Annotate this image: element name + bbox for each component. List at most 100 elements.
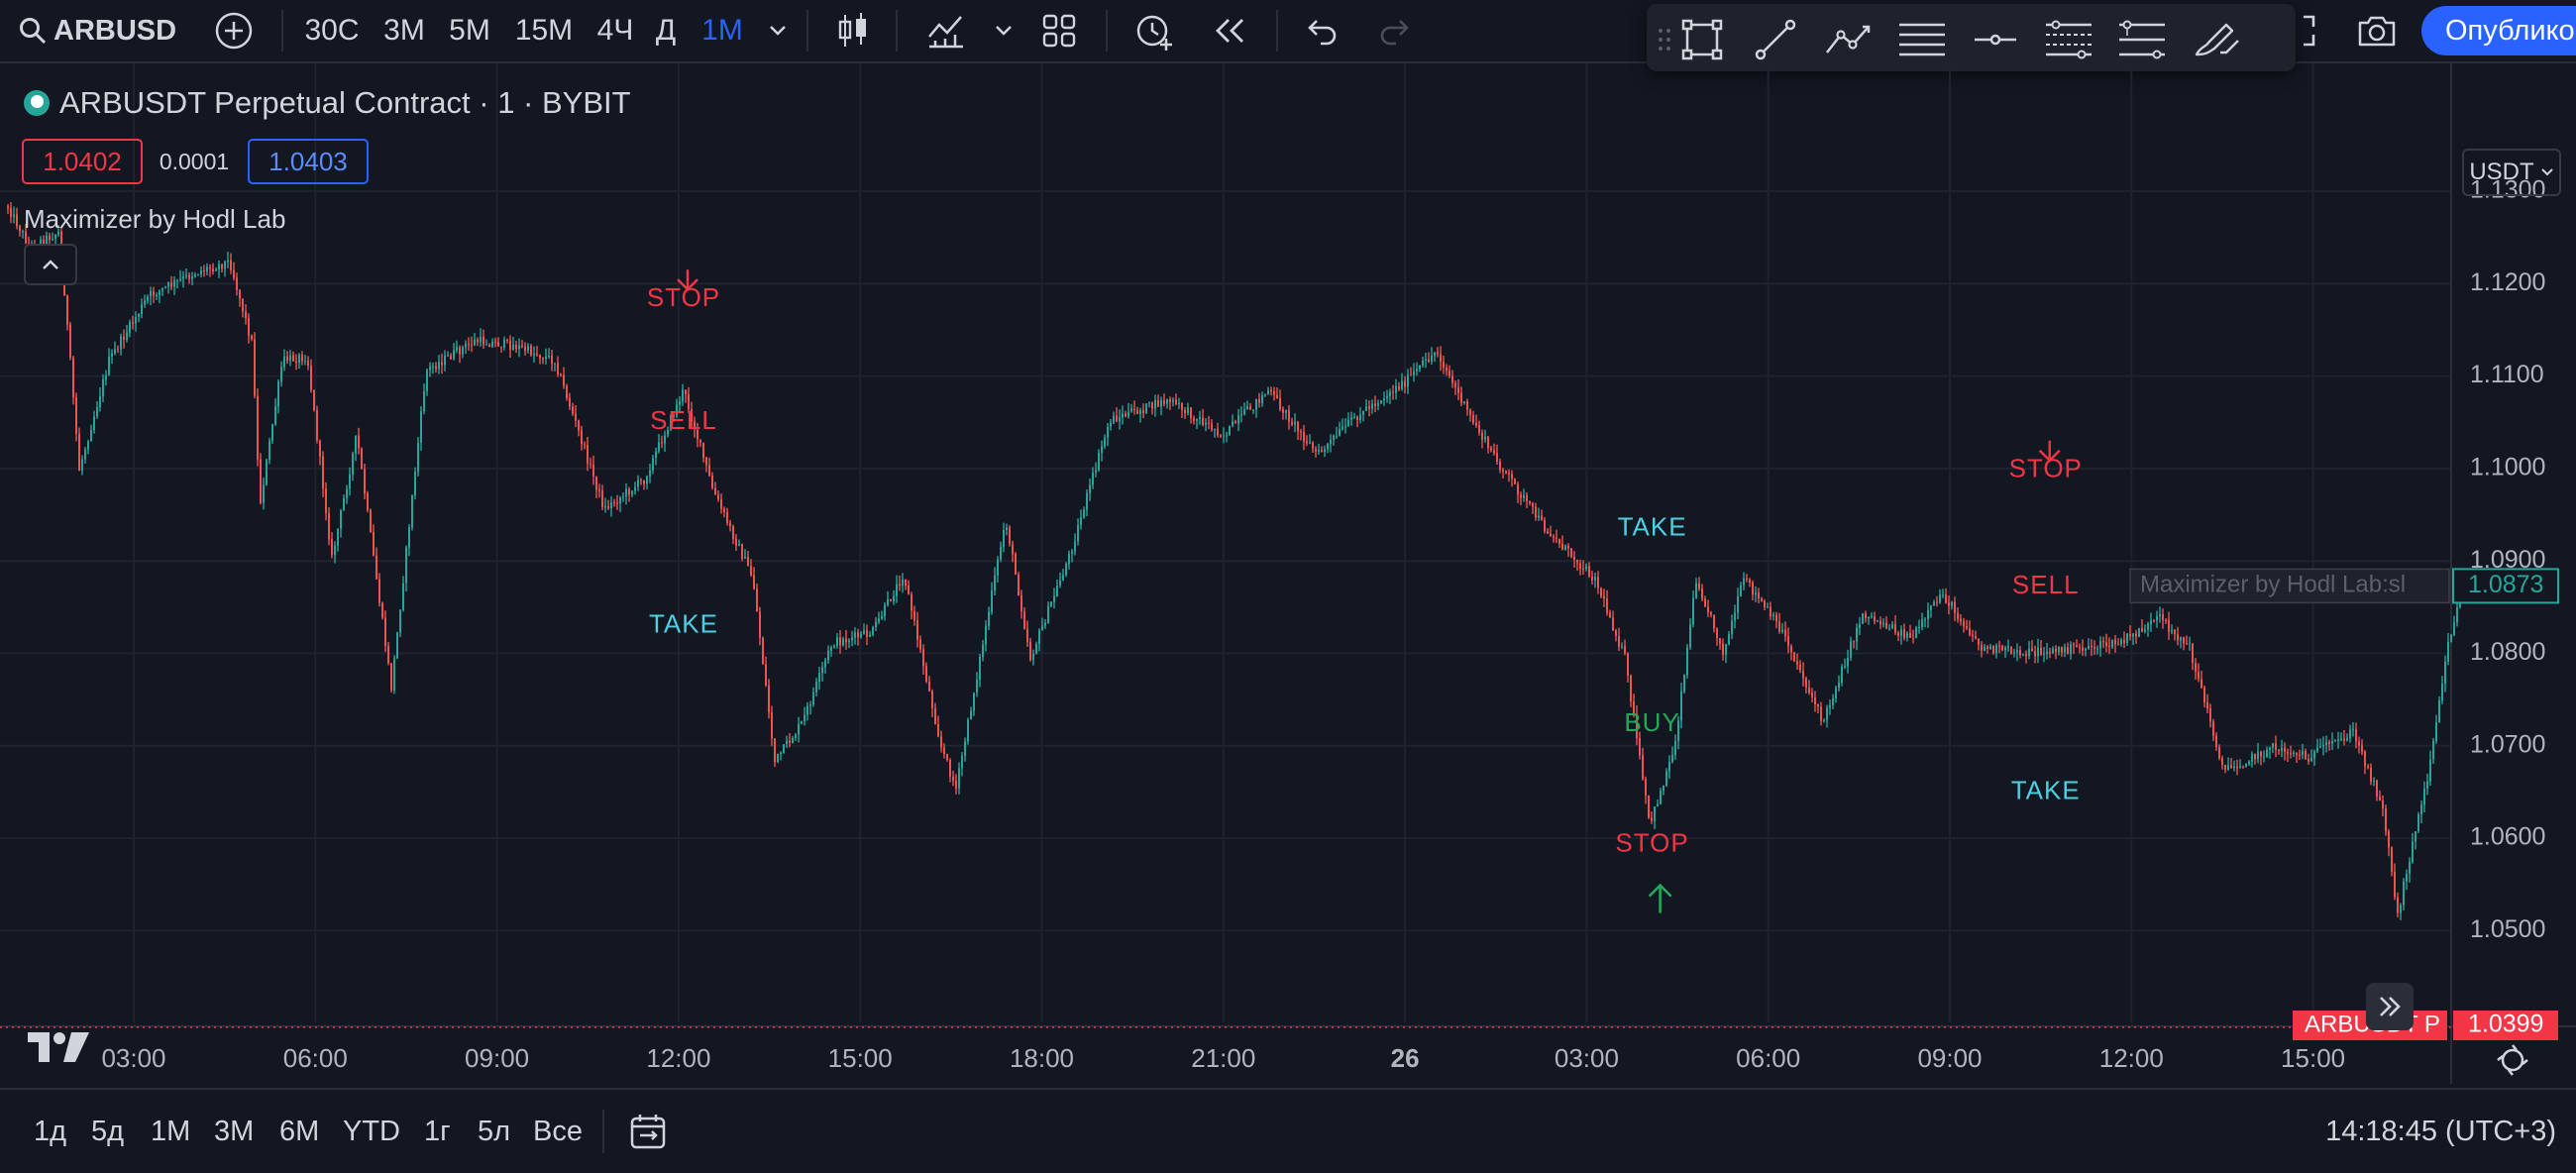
collapse-legend-button[interactable] — [24, 244, 77, 285]
candle-body — [52, 238, 54, 241]
chart-pane[interactable]: STOP SELL TAKE TAKE BUY STOP STOP SELL TAKE 1.130… — [0, 63, 2576, 1084]
interval-4h[interactable]: 4Ч — [596, 14, 634, 47]
fib-retracement-tool-icon[interactable] — [2116, 14, 2168, 65]
candle-body — [688, 394, 690, 410]
range-1d[interactable]: 1д — [34, 1115, 67, 1147]
candle-body — [711, 476, 713, 488]
layouts-button[interactable] — [1036, 0, 1082, 61]
horizontal-ray-tool-icon[interactable] — [1970, 14, 2021, 65]
drag-handle-icon[interactable] — [1651, 14, 1678, 65]
candle-body — [2070, 644, 2072, 655]
range-6m[interactable]: 6М — [279, 1115, 320, 1147]
candle-body — [1686, 647, 1688, 676]
range-5d[interactable]: 5д — [91, 1115, 125, 1147]
symbol-legend[interactable]: ARBUSDT Perpetual Contract · 1 · BYBIT — [24, 85, 631, 121]
undo-button[interactable] — [1296, 0, 1345, 61]
candle-body — [2153, 620, 2155, 622]
candle-body — [1018, 575, 1020, 596]
bid-price-button[interactable]: 1.0402 — [22, 139, 143, 184]
candle-body — [1737, 595, 1739, 613]
candle-body — [925, 666, 927, 682]
candle-body — [1291, 421, 1293, 425]
go-to-date-button[interactable] — [628, 1110, 668, 1153]
range-ytd[interactable]: YTD — [343, 1115, 400, 1147]
candle-body — [206, 267, 208, 272]
chart-type-button[interactable] — [830, 0, 876, 61]
replay-button[interactable] — [1205, 0, 1254, 61]
interval-5m[interactable]: 5М — [449, 14, 490, 47]
range-1y[interactable]: 1г — [424, 1115, 451, 1147]
parallel-channel-tool-icon[interactable] — [2043, 14, 2094, 65]
range-all[interactable]: Все — [533, 1115, 583, 1147]
time-tick-label: 03:00 — [1555, 1043, 1619, 1073]
candle-body — [1567, 545, 1569, 549]
path-tool-icon[interactable] — [1823, 14, 1875, 65]
candle-body — [1755, 592, 1757, 595]
candle-body — [49, 235, 51, 241]
candle-body — [872, 627, 874, 635]
range-5y[interactable]: 5л — [478, 1115, 511, 1147]
candle-body — [1710, 611, 1712, 615]
fullscreen-button[interactable] — [2297, 0, 2322, 61]
candle-body — [2212, 721, 2214, 736]
range-1m[interactable]: 1М — [151, 1115, 191, 1147]
chevron-down-icon — [770, 26, 786, 36]
indicator-legend[interactable]: Maximizer by Hodl Lab — [24, 204, 286, 234]
candle-body — [610, 502, 612, 509]
candle-body — [2435, 722, 2437, 741]
last-price-value: 1.0399 — [2468, 1011, 2543, 1038]
candle-body — [257, 395, 259, 460]
timezone-clock[interactable]: 14:18:45 (UTC+3) — [2325, 1115, 2556, 1147]
ask-price-button[interactable]: 1.0403 — [248, 139, 369, 184]
candle-body — [144, 300, 146, 305]
candle-body — [1353, 416, 1355, 418]
candle-body — [646, 476, 648, 484]
publish-button[interactable]: Опублико — [2421, 6, 2576, 55]
symbol-logo-icon — [24, 90, 50, 116]
alert-button[interactable] — [1129, 0, 1179, 61]
candle-body — [126, 332, 128, 340]
compare-symbol-button[interactable] — [208, 0, 260, 61]
symbol-search-button[interactable]: ARBUSD — [18, 0, 186, 61]
candle-body — [2293, 752, 2295, 755]
candle-body — [830, 647, 832, 651]
candle-body — [2200, 679, 2202, 688]
candle-body — [182, 275, 184, 279]
candle-body — [720, 499, 722, 509]
candle-body — [2150, 620, 2152, 624]
interval-15m[interactable]: 15М — [514, 14, 574, 47]
interval-30s[interactable]: 30С — [304, 14, 360, 47]
interval-3m[interactable]: 3М — [383, 14, 425, 47]
candle-body — [756, 588, 758, 612]
candle-body — [1588, 566, 1590, 577]
interval-1m-selected[interactable]: 1М — [701, 14, 743, 47]
scroll-to-realtime-button[interactable] — [2366, 983, 2414, 1030]
screenshot-button[interactable] — [2350, 0, 2404, 61]
candle-body — [117, 349, 119, 351]
candle-body — [2162, 614, 2164, 620]
horizontal-lines-tool-icon[interactable] — [1896, 14, 1948, 65]
indicators-dropdown[interactable] — [987, 0, 1020, 61]
time-tick-label: 06:00 — [283, 1043, 348, 1073]
candle-body — [364, 469, 366, 494]
range-3m[interactable]: 3М — [214, 1115, 255, 1147]
candle-body — [741, 544, 743, 559]
candle-body — [792, 738, 794, 743]
interval-1d[interactable]: Д — [655, 14, 677, 47]
price-chart[interactable]: STOP SELL TAKE TAKE BUY STOP STOP SELL TAKE 1.130… — [0, 63, 2576, 1084]
trend-line-tool-icon[interactable] — [1750, 14, 1801, 65]
candle-body — [1906, 633, 1908, 638]
candle-body — [2031, 648, 2033, 652]
rectangle-tool-icon[interactable] — [1676, 14, 1728, 65]
settings-gear-icon[interactable] — [2497, 1044, 2528, 1076]
indicators-button[interactable] — [921, 0, 971, 61]
redo-button[interactable] — [1371, 0, 1421, 61]
brush-tool-icon[interactable] — [2190, 14, 2241, 65]
candle-body — [355, 435, 357, 454]
candle-body — [242, 298, 244, 312]
candle-body — [1924, 618, 1926, 620]
candle-body — [1386, 395, 1388, 399]
interval-dropdown[interactable] — [761, 0, 795, 61]
tradingview-logo[interactable] — [28, 1032, 89, 1067]
currency-selector[interactable]: USDT — [2462, 149, 2561, 196]
